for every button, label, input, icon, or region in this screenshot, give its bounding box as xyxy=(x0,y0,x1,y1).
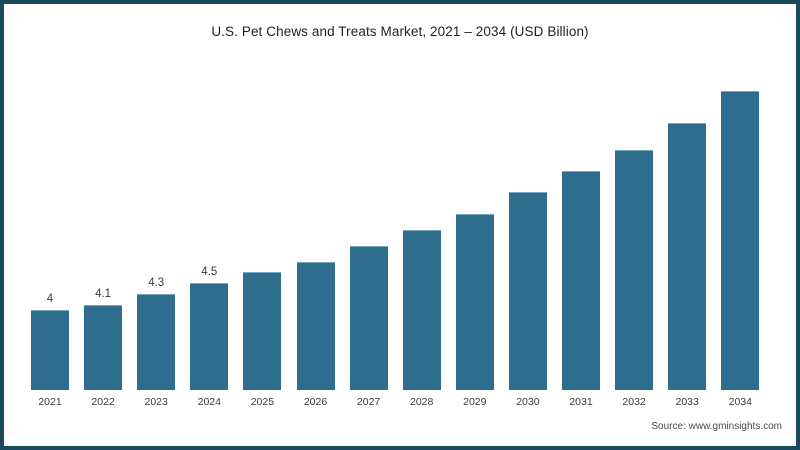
bar[interactable] xyxy=(721,90,760,390)
bar-value-label: 4.5 xyxy=(201,266,218,279)
bar-value-label: 4 xyxy=(46,292,54,305)
bar-value-label: 4.1 xyxy=(95,287,112,300)
x-tick-2025: 2025 xyxy=(250,396,275,408)
x-tick-2030: 2030 xyxy=(516,396,540,408)
source-attribution: Source: www.gminsights.com xyxy=(651,421,782,432)
bar[interactable] xyxy=(349,245,388,390)
x-tick-2032: 2032 xyxy=(622,396,646,408)
x-tick-2026: 2026 xyxy=(303,396,328,408)
x-axis-tick-labels: 2021 2022 2023 2024 2025 2026 2027 2028 2029 2030… xyxy=(27,396,794,414)
x-tick-2028: 2028 xyxy=(410,396,434,408)
bar-value-label: 4.3 xyxy=(148,276,165,289)
bar[interactable] xyxy=(243,272,282,390)
x-tick-2024: 2024 xyxy=(197,396,221,408)
bar[interactable] xyxy=(190,283,229,390)
bar[interactable] xyxy=(615,149,654,390)
bar[interactable] xyxy=(137,293,176,390)
x-tick-2023: 2023 xyxy=(144,396,168,408)
bar[interactable] xyxy=(84,304,123,390)
plot-area: 4 4.1 4.3 4.5 xyxy=(27,64,794,390)
bar[interactable] xyxy=(455,213,494,390)
x-tick-2034: 2034 xyxy=(728,396,752,408)
x-tick-2021: 2021 xyxy=(38,396,62,408)
bar[interactable] xyxy=(31,309,69,390)
bar[interactable] xyxy=(562,170,600,390)
x-tick-2022: 2022 xyxy=(91,396,115,408)
bar[interactable] xyxy=(402,229,441,390)
bar[interactable] xyxy=(296,261,335,390)
bar[interactable] xyxy=(668,122,707,390)
x-tick-2027: 2027 xyxy=(356,396,381,408)
x-tick-2033: 2033 xyxy=(675,396,699,408)
x-tick-2029: 2029 xyxy=(463,396,487,408)
bar[interactable] xyxy=(508,192,547,390)
x-tick-2031: 2031 xyxy=(569,396,593,408)
chart-title: U.S. Pet Chews and Treats Market, 2021 –… xyxy=(211,24,589,39)
